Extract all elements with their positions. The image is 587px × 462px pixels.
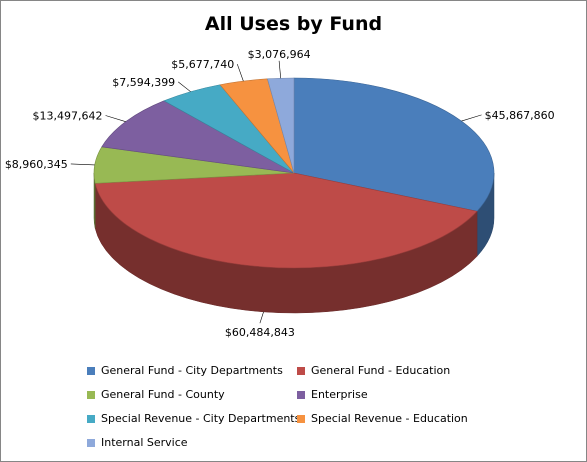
data-label: $5,677,740 xyxy=(171,58,234,71)
legend-swatch xyxy=(87,390,95,399)
legend-label: General Fund - City Departments xyxy=(101,364,283,377)
legend-swatch xyxy=(297,390,305,399)
pie-chart: $45,867,860 $60,484,843 $8,960,345 $13,497,… xyxy=(5,48,555,339)
pie-slice-enterprise xyxy=(101,100,295,174)
legend-label: Special Revenue - Education xyxy=(311,412,468,425)
legend-label: General Fund - Education xyxy=(311,364,451,377)
leader-line xyxy=(236,63,244,82)
legend: General Fund - City Departments General F… xyxy=(87,363,507,450)
legend-item: Internal Service xyxy=(87,435,297,450)
legend-item: General Fund - City Departments xyxy=(87,363,297,378)
pie-slice-internal-service xyxy=(267,77,295,174)
leader-line xyxy=(278,60,281,79)
legend-item: General Fund - Education xyxy=(297,363,507,378)
data-label: $60,484,843 xyxy=(225,326,295,339)
chart-title: All Uses by Fund xyxy=(204,13,383,35)
data-label: $3,076,964 xyxy=(248,48,311,61)
data-label: $13,497,642 xyxy=(33,109,103,122)
legend-item: General Fund - County xyxy=(87,387,297,402)
legend-swatch xyxy=(297,366,305,375)
legend-item: Enterprise xyxy=(297,387,507,402)
legend-label: Special Revenue - City Departments xyxy=(101,412,301,425)
legend-swatch xyxy=(87,438,95,447)
data-label: $8,960,345 xyxy=(5,158,68,171)
leader-line xyxy=(259,311,264,324)
leader-line xyxy=(461,114,482,122)
legend-swatch xyxy=(297,414,305,423)
legend-label: Enterprise xyxy=(311,388,368,401)
leader-line xyxy=(105,115,126,122)
leader-line xyxy=(70,163,95,166)
pie-slice-general-fund-city-departments xyxy=(293,77,495,212)
data-label: $45,867,860 xyxy=(485,109,555,122)
legend-item: Special Revenue - Education xyxy=(297,411,507,426)
legend-label: Internal Service xyxy=(101,436,188,449)
pie-slice-general-fund-education xyxy=(94,172,478,269)
leader-line xyxy=(178,81,191,92)
legend-label: General Fund - County xyxy=(101,388,225,401)
legend-item: Special Revenue - City Departments xyxy=(87,411,301,426)
legend-swatch xyxy=(87,414,95,423)
legend-swatch xyxy=(87,366,95,375)
data-label: $7,594,399 xyxy=(112,76,175,89)
